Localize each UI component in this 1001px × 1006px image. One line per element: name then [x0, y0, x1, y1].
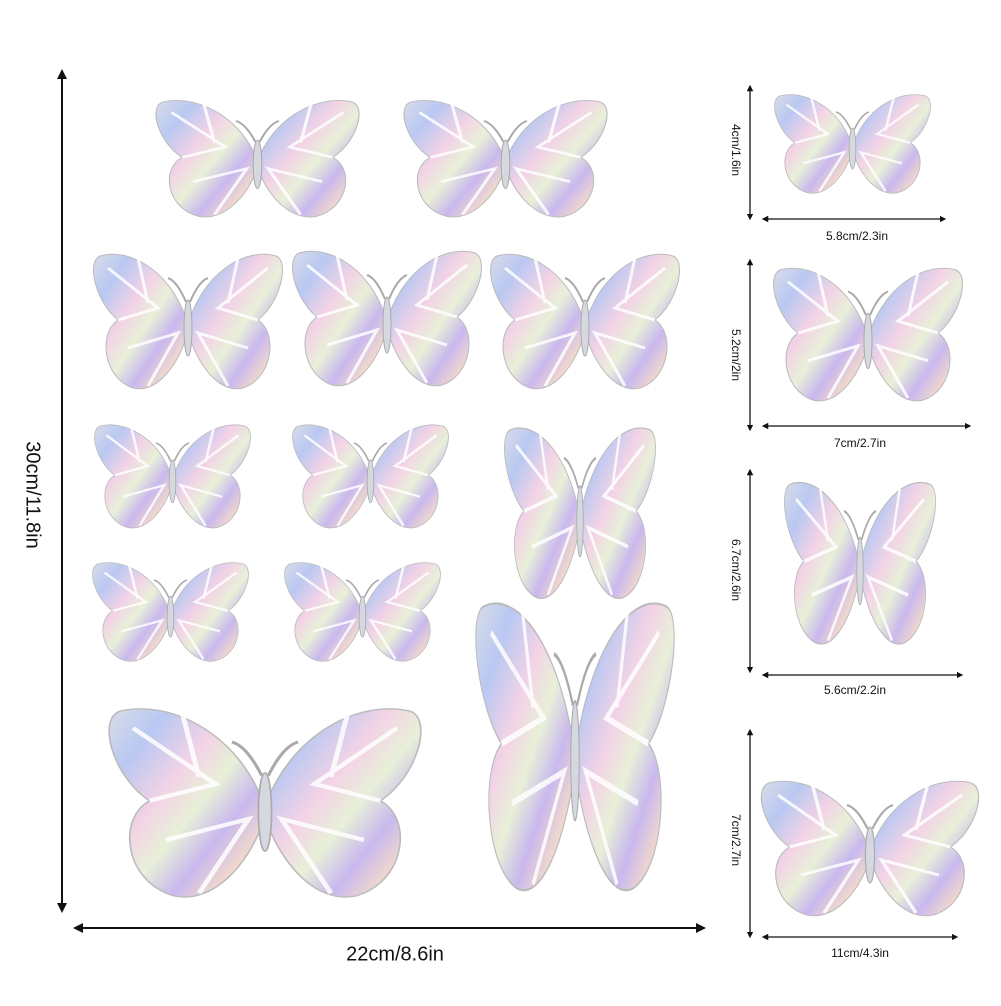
butterfly — [759, 779, 981, 918]
height-label: 5.2cm/2in — [729, 329, 743, 381]
butterfly — [782, 480, 938, 646]
height-label: 7cm/2.7in — [729, 814, 743, 866]
butterfly — [291, 423, 450, 530]
main-dimensions: 30cm/11.8in 22cm/8.6in — [22, 69, 706, 965]
butterfly — [93, 423, 252, 530]
height-label: 4cm/1.6in — [729, 124, 743, 176]
height-label: 6.7cm/2.6in — [729, 539, 743, 601]
butterfly-stickers — [91, 93, 981, 918]
sample-dimensions: 4cm/1.6in 5.8cm/2.3in 5.2cm/2in 7cm/2.7i… — [729, 84, 972, 960]
butterfly — [772, 266, 964, 403]
width-label: 22cm/8.6in — [346, 943, 444, 965]
butterfly — [291, 249, 483, 388]
butterfly — [91, 561, 250, 663]
butterfly — [109, 709, 421, 897]
width-label: 11cm/4.3in — [831, 946, 889, 960]
width-label: 7cm/2.7in — [834, 436, 886, 450]
butterfly — [773, 93, 932, 195]
butterfly — [402, 98, 609, 219]
width-label: 5.8cm/2.3in — [826, 229, 888, 243]
butterfly — [489, 252, 681, 391]
butterfly — [283, 561, 442, 663]
height-label: 30cm/11.8in — [22, 441, 44, 548]
butterfly — [92, 252, 284, 391]
width-label: 5.6cm/2.2in — [824, 683, 886, 697]
butterfly — [476, 603, 674, 890]
butterfly — [502, 426, 658, 601]
butterfly — [154, 98, 361, 219]
